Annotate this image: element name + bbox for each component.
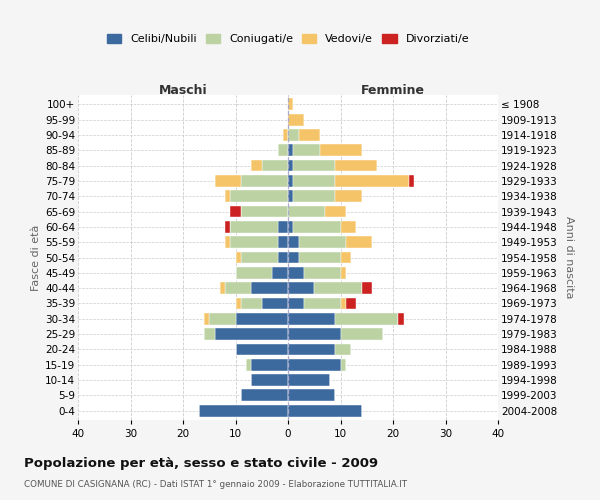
Bar	[204, 328, 215, 340]
Bar	[241, 298, 262, 310]
Bar	[241, 252, 277, 264]
Bar	[241, 175, 288, 187]
Bar	[288, 175, 293, 187]
Bar	[288, 359, 341, 371]
Bar	[288, 98, 293, 110]
Y-axis label: Fasce di età: Fasce di età	[31, 224, 41, 290]
Bar	[335, 344, 351, 355]
Bar	[299, 236, 346, 248]
Bar	[246, 359, 251, 371]
Bar	[288, 298, 304, 310]
Bar	[199, 405, 288, 417]
Bar	[325, 206, 346, 218]
Bar	[409, 175, 414, 187]
Bar	[251, 282, 288, 294]
Bar	[288, 282, 314, 294]
Text: Popolazione per età, sesso e stato civile - 2009: Popolazione per età, sesso e stato civil…	[24, 458, 378, 470]
Text: Maschi: Maschi	[158, 84, 208, 96]
Bar	[283, 129, 288, 141]
Bar	[204, 313, 209, 325]
Bar	[288, 221, 293, 233]
Bar	[288, 328, 341, 340]
Bar	[288, 252, 299, 264]
Bar	[288, 374, 330, 386]
Bar	[277, 236, 288, 248]
Bar	[225, 190, 230, 202]
Bar	[215, 175, 241, 187]
Bar	[235, 267, 272, 279]
Bar	[293, 175, 335, 187]
Y-axis label: Anni di nascita: Anni di nascita	[564, 216, 574, 298]
Bar	[277, 252, 288, 264]
Legend: Celibi/Nubili, Coniugati/e, Vedovi/e, Divorziati/e: Celibi/Nubili, Coniugati/e, Vedovi/e, Di…	[103, 29, 473, 48]
Bar	[335, 175, 409, 187]
Bar	[241, 390, 288, 402]
Bar	[272, 267, 288, 279]
Bar	[262, 298, 288, 310]
Bar	[293, 190, 335, 202]
Bar	[251, 160, 262, 172]
Bar	[346, 236, 372, 248]
Bar	[398, 313, 404, 325]
Bar	[230, 206, 241, 218]
Bar	[288, 114, 304, 126]
Bar	[335, 190, 361, 202]
Bar	[277, 221, 288, 233]
Bar	[225, 221, 230, 233]
Bar	[341, 221, 356, 233]
Bar	[288, 129, 299, 141]
Bar	[288, 144, 293, 156]
Bar	[209, 313, 235, 325]
Bar	[293, 160, 335, 172]
Bar	[235, 252, 241, 264]
Bar	[341, 328, 383, 340]
Bar	[346, 298, 356, 310]
Bar	[235, 313, 288, 325]
Bar	[320, 144, 361, 156]
Bar	[220, 282, 225, 294]
Bar	[235, 344, 288, 355]
Bar	[335, 313, 398, 325]
Bar	[288, 405, 361, 417]
Bar	[341, 252, 351, 264]
Bar	[341, 267, 346, 279]
Bar	[288, 160, 293, 172]
Bar	[225, 282, 251, 294]
Bar	[288, 313, 335, 325]
Bar	[288, 190, 293, 202]
Bar	[215, 328, 288, 340]
Bar	[251, 359, 288, 371]
Bar	[288, 236, 299, 248]
Bar	[288, 344, 335, 355]
Bar	[288, 267, 304, 279]
Bar	[299, 252, 341, 264]
Bar	[225, 236, 230, 248]
Bar	[304, 298, 341, 310]
Bar	[299, 129, 320, 141]
Bar	[361, 282, 372, 294]
Bar	[230, 236, 277, 248]
Bar	[235, 298, 241, 310]
Bar	[277, 144, 288, 156]
Bar	[241, 206, 288, 218]
Text: COMUNE DI CASIGNANA (RC) - Dati ISTAT 1° gennaio 2009 - Elaborazione TUTTITALIA.: COMUNE DI CASIGNANA (RC) - Dati ISTAT 1°…	[24, 480, 407, 489]
Bar	[288, 206, 325, 218]
Bar	[335, 160, 377, 172]
Bar	[304, 267, 341, 279]
Bar	[262, 160, 288, 172]
Bar	[341, 359, 346, 371]
Bar	[293, 144, 320, 156]
Bar	[293, 221, 341, 233]
Bar	[288, 390, 335, 402]
Bar	[251, 374, 288, 386]
Bar	[230, 221, 277, 233]
Bar	[314, 282, 361, 294]
Bar	[230, 190, 288, 202]
Bar	[341, 298, 346, 310]
Text: Femmine: Femmine	[361, 84, 425, 96]
